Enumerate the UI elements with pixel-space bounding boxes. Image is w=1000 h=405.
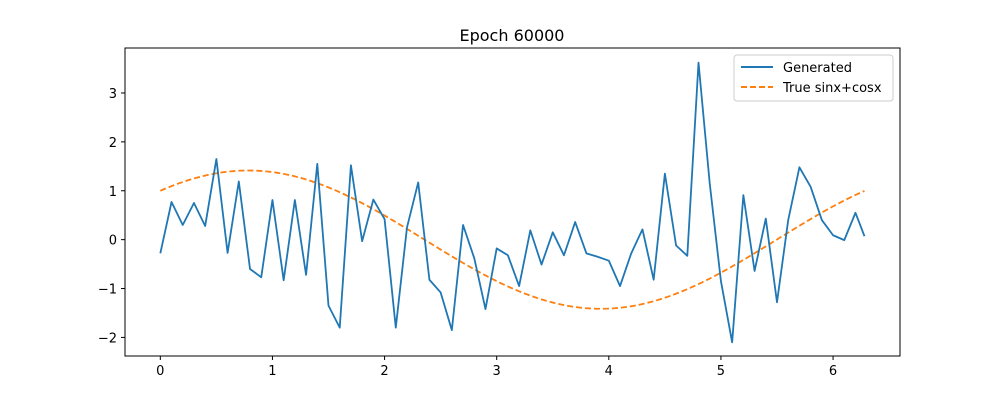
x-tick-label: 5 [717, 364, 725, 379]
x-tick-label: 3 [493, 364, 501, 379]
plot-frame [124, 47, 901, 357]
legend-label-generated: Generated [783, 61, 852, 76]
plot-area [159, 61, 866, 344]
y-tick-label: 3 [109, 87, 117, 102]
x-axis: 0 1 2 3 4 5 6 [156, 356, 837, 379]
legend-box [733, 54, 894, 102]
y-tick-label: −1 [98, 283, 117, 298]
chart-title: Epoch 60000 [460, 26, 565, 45]
x-tick-label: 1 [268, 364, 276, 379]
y-tick-label: 0 [109, 234, 117, 249]
y-tick-label: 1 [109, 185, 117, 200]
x-tick-label: 4 [605, 364, 613, 379]
y-tick-label: 2 [109, 136, 117, 151]
y-axis: −2 −1 0 1 2 3 [98, 87, 125, 346]
x-tick-label: 0 [156, 364, 164, 379]
x-tick-label: 2 [380, 364, 388, 379]
series-line-generated [159, 61, 866, 344]
x-tick-label: 6 [829, 364, 837, 379]
legend-label-true: True sinx+cosx [782, 81, 882, 96]
series-line-true-sinx-cosx [159, 169, 865, 310]
legend: Generated True sinx+cosx [733, 54, 894, 102]
y-tick-label: −2 [98, 331, 117, 346]
